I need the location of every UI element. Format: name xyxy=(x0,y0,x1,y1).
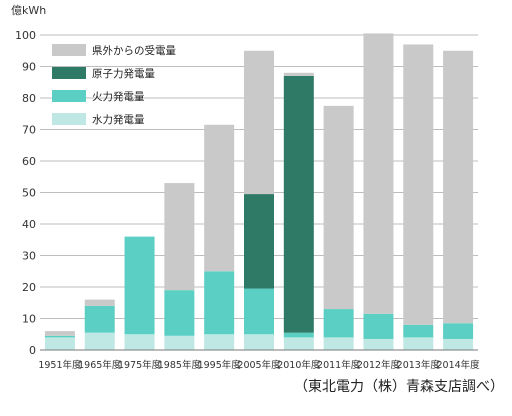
legend-swatch xyxy=(52,113,86,125)
x-tick-label: 1975年度 xyxy=(118,359,162,371)
axes: 0 10 20 30 40 50 60 70 80 90 100 1951年度1965年度1975年度… xyxy=(15,29,480,371)
y-tick-label: 90 xyxy=(22,61,36,74)
bar-segment xyxy=(204,334,235,350)
bar-segment xyxy=(164,290,195,336)
x-tick-label: 2014年度 xyxy=(436,359,480,371)
bars xyxy=(44,33,474,350)
y-tick-label: 100 xyxy=(15,29,36,42)
bar-segment xyxy=(204,271,235,335)
y-tick-label: 0 xyxy=(29,344,36,357)
y-axis-unit-label: 億kWh xyxy=(11,4,46,17)
y-tick-label: 60 xyxy=(22,155,36,168)
legend-swatch xyxy=(52,67,86,79)
bar-segment xyxy=(283,337,314,350)
bar-segment xyxy=(443,338,474,350)
x-tick-label: 1985年度 xyxy=(158,359,202,371)
y-tick-label: 50 xyxy=(22,187,36,200)
x-tick-label: 1995年度 xyxy=(198,359,242,371)
bar-segment xyxy=(403,337,434,350)
bar-segment xyxy=(84,332,115,350)
bar-segment xyxy=(244,50,274,195)
y-tick-label: 30 xyxy=(22,250,36,263)
bar-segment xyxy=(443,323,474,339)
y-tick-label: 40 xyxy=(22,218,36,231)
x-tick-label: 2010年度 xyxy=(277,359,321,371)
bar-segment xyxy=(244,288,274,335)
legend-label: 原子力発電量 xyxy=(92,67,155,80)
bar-segment xyxy=(323,105,354,310)
bar-segment xyxy=(44,337,75,350)
bar-segment xyxy=(44,331,75,336)
bar-segment xyxy=(283,75,314,333)
bar-segment xyxy=(244,194,274,289)
legend-label: 火力発電量 xyxy=(92,90,145,103)
x-tick-label: 2012年度 xyxy=(357,359,401,371)
y-tick-label: 10 xyxy=(22,313,36,326)
bar-segment xyxy=(164,183,195,291)
bar-segment xyxy=(363,338,394,350)
x-tick-label: 2005年度 xyxy=(237,359,281,371)
bar-segment xyxy=(204,124,235,272)
bar-segment xyxy=(84,305,115,333)
bar-segment xyxy=(443,50,474,324)
y-tick-label: 20 xyxy=(22,281,36,294)
bar-segment xyxy=(363,33,394,314)
bar-segment xyxy=(323,337,354,350)
bar-segment xyxy=(164,335,195,350)
x-tick-label: 2011年度 xyxy=(317,359,361,371)
bar-segment xyxy=(323,309,354,338)
x-tick-label: 1965年度 xyxy=(78,359,122,371)
source-note: （東北電力（株）青森支店調べ） xyxy=(294,379,504,395)
bar-segment xyxy=(84,299,115,306)
bar-segment xyxy=(244,334,274,350)
legend-swatch xyxy=(52,90,86,102)
x-tick-label: 1951年度 xyxy=(38,359,82,371)
bar-segment xyxy=(283,332,314,338)
bar-segment xyxy=(283,72,314,76)
legend-label: 県外からの受電量 xyxy=(92,45,176,57)
y-tick-label: 80 xyxy=(22,92,36,105)
bar-segment xyxy=(44,335,75,338)
y-tick-label: 70 xyxy=(22,124,36,137)
legend-label: 水力発電量 xyxy=(92,113,145,126)
bar-segment xyxy=(403,44,434,325)
bar-segment xyxy=(363,313,394,339)
bar-segment xyxy=(403,324,434,338)
bar-segment xyxy=(124,236,155,335)
x-tick-label: 2013年度 xyxy=(397,359,441,371)
bar-segment xyxy=(124,334,155,350)
legend-swatch xyxy=(52,44,86,56)
